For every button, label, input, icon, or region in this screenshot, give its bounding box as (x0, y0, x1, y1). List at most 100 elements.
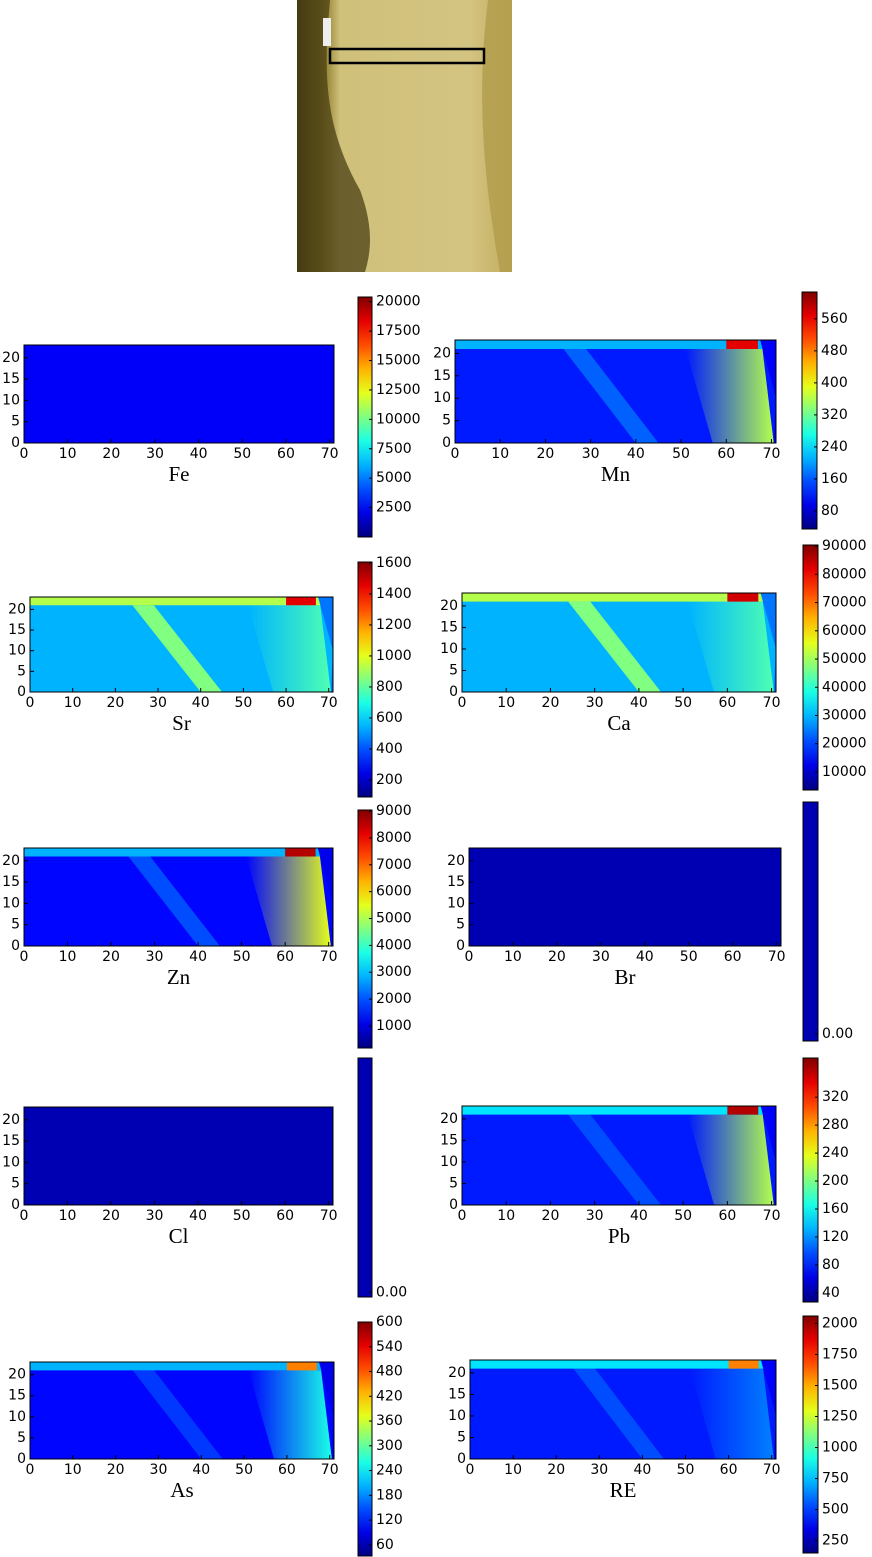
x-tick-label: 20 (542, 695, 560, 711)
y-tick-label: 20 (8, 601, 26, 617)
x-tick-label: 0 (451, 446, 460, 462)
x-tick-label: 60 (720, 1462, 738, 1478)
y-tick-label: 20 (440, 598, 458, 614)
colorbar (802, 544, 819, 791)
colorbar-tick-label: 1200 (376, 617, 412, 633)
heatmap-panel: 0 10 20 30 40 50 60 70 0 5 10 15 20 Mn 80 160 240 320 400 4… (433, 291, 848, 530)
y-tick-label: 0 (442, 435, 451, 451)
heatmap-image (462, 593, 776, 692)
y-tick-label: 20 (448, 1365, 466, 1381)
y-tick-label: 5 (442, 413, 451, 429)
x-tick-label: 10 (504, 1462, 522, 1478)
x-tick-label: 60 (717, 446, 735, 462)
y-tick-label: 10 (2, 895, 20, 911)
x-tick-label: 60 (277, 446, 295, 462)
colorbar-tick-label: 560 (821, 311, 848, 327)
y-tick-label: 5 (449, 1175, 458, 1191)
y-tick-label: 20 (2, 853, 20, 869)
x-tick-label: 60 (278, 1462, 296, 1478)
y-tick-label: 0 (17, 1451, 26, 1467)
colorbar-tick-label: 120 (376, 1512, 403, 1528)
x-tick-label: 30 (146, 949, 164, 965)
x-tick-label: 30 (149, 695, 167, 711)
colorbar-tick-label: 200 (376, 772, 403, 788)
x-tick-label: 0 (465, 949, 474, 965)
colorbar-tick-label: 40000 (822, 679, 867, 695)
y-tick-label: 10 (8, 1409, 26, 1425)
colorbar-tick-label: 240 (822, 1145, 849, 1161)
heatmap-image (455, 340, 776, 443)
x-tick-label: 70 (768, 949, 786, 965)
x-tick-label: 30 (590, 1462, 608, 1478)
sample-photo (297, 0, 512, 272)
x-tick-label: 60 (276, 949, 294, 965)
colorbar-tick-label: 80000 (822, 566, 867, 582)
colorbar-tick-label: 480 (376, 1364, 403, 1380)
colorbar-tick-label: 20000 (822, 736, 867, 752)
colorbar-tick-label: 60000 (822, 623, 867, 639)
y-tick-label: 20 (2, 1112, 20, 1128)
y-tick-label: 10 (2, 392, 20, 408)
colorbar-tick-label: 1600 (376, 555, 412, 571)
colorbar-tick-label: 540 (376, 1339, 403, 1355)
y-tick-label: 10 (440, 641, 458, 657)
x-tick-label: 40 (633, 1462, 651, 1478)
colorbar (802, 1057, 819, 1303)
colorbar-tick-label: 70000 (822, 595, 867, 611)
colorbar-tick-label: 280 (822, 1117, 849, 1133)
x-tick-label: 20 (102, 949, 120, 965)
y-tick-label: 10 (440, 1154, 458, 1170)
y-tick-label: 20 (447, 853, 465, 869)
x-tick-label: 50 (234, 695, 252, 711)
x-tick-label: 70 (320, 949, 338, 965)
colorbar-tick-label: 5000 (376, 470, 412, 486)
colorbar-tick-label: 2000 (822, 1315, 858, 1331)
colorbar-tick-label: 90000 (822, 538, 867, 554)
y-tick-label: 5 (11, 1176, 20, 1192)
colorbar-tick-label: 17500 (376, 323, 421, 339)
colorbar-tick-label: 80 (821, 503, 839, 519)
x-tick-label: 50 (235, 1462, 253, 1478)
colorbar-tick-label: 240 (821, 439, 848, 455)
colorbar-tick-label: 60 (376, 1537, 394, 1553)
y-tick-label: 0 (11, 938, 20, 954)
colorbar-tick-label: 400 (376, 741, 403, 757)
y-tick-label: 15 (433, 368, 451, 384)
heatmap-panel: 0 10 20 30 40 50 60 7005101520Fe250050007500100… (2, 294, 421, 538)
colorbar-tick-label: 1000 (376, 648, 412, 664)
x-tick-label: 50 (233, 1208, 251, 1224)
colorbar-tick-label: 240 (376, 1463, 403, 1479)
element-label: Br (615, 965, 636, 989)
element-label: Sr (172, 711, 191, 735)
x-tick-label: 20 (542, 1208, 560, 1224)
colorbar-tick-label: 180 (376, 1487, 403, 1503)
heatmap-image (30, 1362, 334, 1459)
x-tick-label: 20 (102, 446, 120, 462)
y-tick-label: 5 (11, 917, 20, 933)
y-tick-label: 10 (433, 390, 451, 406)
colorbar-tick-label: 20000 (376, 294, 421, 310)
y-tick-label: 5 (456, 917, 465, 933)
colorbar-tick-label: 600 (376, 1314, 403, 1330)
colorbar (801, 291, 818, 530)
x-tick-label: 10 (491, 446, 509, 462)
colorbar-tick-label: 2000 (376, 991, 412, 1007)
y-tick-label: 5 (17, 1430, 26, 1446)
x-tick-label: 40 (630, 695, 648, 711)
y-tick-label: 20 (2, 350, 20, 366)
x-tick-label: 10 (59, 446, 77, 462)
y-tick-label: 10 (8, 643, 26, 659)
colorbar-tick-label: 320 (822, 1089, 849, 1105)
colorbar-tick-label: 5000 (376, 911, 412, 927)
colorbar-tick-label: 40 (822, 1285, 840, 1301)
x-tick-label: 70 (321, 1462, 339, 1478)
x-tick-label: 70 (320, 1208, 338, 1224)
colorbar (357, 809, 373, 1049)
x-tick-label: 70 (763, 695, 781, 711)
colorbar-tick-label: 0.00 (822, 1026, 853, 1042)
x-tick-label: 50 (672, 446, 690, 462)
plot-frame (23, 847, 334, 947)
element-label: Ca (607, 711, 631, 735)
colorbar (802, 1315, 819, 1554)
